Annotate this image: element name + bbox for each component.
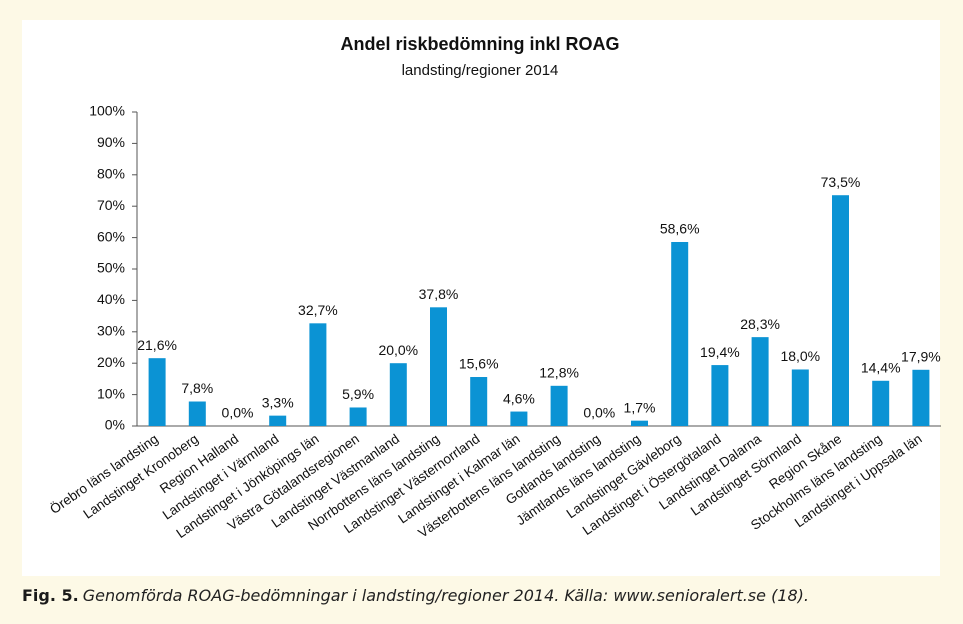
value-label: 3,3% <box>262 394 294 410</box>
y-tick-label: 60% <box>97 228 125 244</box>
y-tick-label: 70% <box>97 197 125 213</box>
y-tick-label: 50% <box>97 260 125 276</box>
chart-subtitle: landsting/regioner 2014 <box>402 62 559 79</box>
bar <box>430 307 447 426</box>
value-label: 14,4% <box>861 359 901 375</box>
bar <box>671 241 689 426</box>
value-label: 20,0% <box>378 342 418 358</box>
value-label: 73,5% <box>821 174 861 190</box>
value-label: 19,4% <box>700 344 740 360</box>
bar <box>631 420 648 426</box>
value-label: 17,9% <box>901 348 941 364</box>
bar <box>470 377 488 426</box>
bar <box>832 195 849 426</box>
bar <box>751 337 769 426</box>
value-label: 15,6% <box>459 356 499 372</box>
bar <box>349 407 367 426</box>
value-label: 1,7% <box>624 399 656 415</box>
value-label: 7,8% <box>181 380 213 396</box>
value-label: 28,3% <box>740 316 780 332</box>
bar <box>912 369 930 426</box>
bar <box>550 385 568 426</box>
chart: Andel riskbedömning inkl ROAG landsting/… <box>22 20 941 576</box>
value-label: 18,0% <box>780 348 820 364</box>
value-label: 37,8% <box>419 286 459 302</box>
caption-label: Fig. 5. <box>22 586 79 605</box>
y-tick-label: 80% <box>97 166 125 182</box>
y-tick-label: 40% <box>97 291 125 307</box>
bar <box>510 411 528 426</box>
value-label: 5,9% <box>342 386 374 402</box>
value-label: 21,6% <box>137 337 177 353</box>
value-label: 0,0% <box>222 405 254 421</box>
chart-title: Andel riskbedömning inkl ROAG <box>340 34 619 54</box>
bar <box>872 380 890 426</box>
y-tick-label: 0% <box>105 417 125 433</box>
y-tick-label: 10% <box>97 385 125 401</box>
value-label: 0,0% <box>583 405 615 421</box>
value-label: 32,7% <box>298 302 338 318</box>
bar <box>711 365 729 426</box>
value-label: 4,6% <box>503 390 535 406</box>
bar <box>188 401 206 426</box>
bar <box>389 363 407 426</box>
caption-text: Genomförda ROAG-bedömningar i landsting/… <box>82 586 809 605</box>
caption: Fig. 5. Genomförda ROAG-bedömningar i lan… <box>22 586 809 605</box>
chart-background <box>22 20 940 576</box>
y-tick-label: 100% <box>89 103 125 119</box>
y-tick-label: 30% <box>97 323 125 339</box>
value-label: 58,6% <box>660 221 700 237</box>
bar <box>309 323 327 426</box>
y-tick-label: 90% <box>97 134 125 150</box>
bar <box>269 415 287 426</box>
value-label: 12,8% <box>539 365 579 381</box>
bar <box>148 358 166 426</box>
bar <box>791 369 809 426</box>
y-tick-label: 20% <box>97 354 125 370</box>
